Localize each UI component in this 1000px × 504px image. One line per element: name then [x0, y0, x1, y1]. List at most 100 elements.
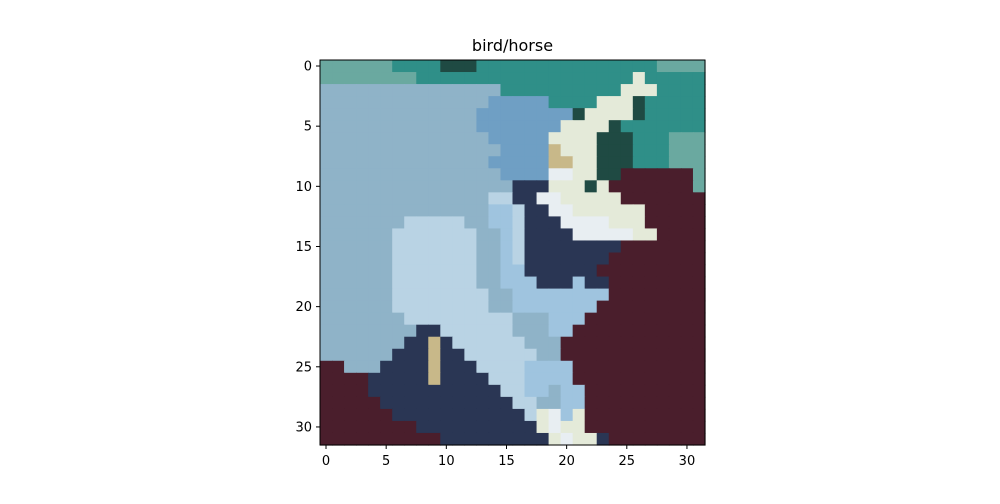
heatmap-cell [536, 72, 550, 85]
heatmap-cell [476, 144, 490, 157]
heatmap-cell [428, 288, 441, 302]
heatmap-cell [632, 360, 646, 374]
heatmap-cell [656, 144, 670, 157]
heatmap-cell [608, 168, 622, 181]
heatmap-cell [464, 276, 478, 290]
heatmap-cell [320, 336, 333, 350]
heatmap-cell [428, 120, 441, 133]
heatmap-cell [512, 408, 526, 422]
heatmap-cell [560, 156, 574, 169]
heatmap-cell [344, 372, 357, 386]
heatmap-cell [392, 156, 405, 169]
heatmap-cell [452, 216, 465, 230]
heatmap-cell [584, 348, 598, 362]
heatmap-cell [404, 144, 417, 157]
heatmap-cell [560, 108, 574, 121]
heatmap-cell [368, 204, 381, 218]
heatmap-cell [632, 180, 646, 193]
heatmap-cell [416, 288, 429, 302]
heatmap-cell [560, 300, 574, 314]
heatmap-cell [644, 396, 658, 410]
heatmap-cell [404, 216, 417, 230]
heatmap-cell [416, 252, 429, 266]
heatmap-cell [440, 312, 453, 326]
heatmap-cell [632, 72, 646, 85]
heatmap-cell [392, 300, 405, 314]
heatmap-cell [608, 420, 622, 434]
heatmap-cell [572, 360, 586, 374]
heatmap-cell [548, 240, 562, 254]
heatmap-cell [368, 120, 381, 133]
heatmap-cell [524, 156, 538, 169]
heatmap-cell [656, 372, 670, 386]
heatmap-cell [428, 432, 441, 446]
heatmap-cell [680, 144, 694, 157]
heatmap-cell [404, 324, 417, 338]
heatmap-cell [668, 168, 682, 181]
heatmap-cell [680, 276, 694, 290]
heatmap-cell [668, 144, 682, 157]
heatmap-cell [404, 288, 417, 302]
heatmap-cell [692, 300, 706, 314]
heatmap-cell [332, 204, 345, 218]
heatmap-cell [560, 408, 574, 422]
heatmap-cell [536, 144, 550, 157]
heatmap-cell [560, 348, 574, 362]
heatmap-cell [608, 108, 622, 121]
heatmap-cell [416, 432, 429, 446]
heatmap-cell [356, 324, 369, 338]
heatmap-cell [320, 324, 333, 338]
heatmap-cell [488, 336, 502, 350]
heatmap-cell [320, 144, 333, 157]
heatmap-cell [440, 204, 453, 218]
heatmap-cell [644, 264, 658, 278]
heatmap-cell [644, 312, 658, 326]
heatmap-cell [320, 252, 333, 266]
heatmap-cell [656, 228, 670, 242]
heatmap-cell [416, 276, 429, 290]
heatmap-cell [680, 420, 694, 434]
heatmap-cell [464, 348, 478, 362]
heatmap-cell [476, 372, 490, 386]
heatmap-cell [608, 120, 622, 133]
heatmap-cell [464, 96, 478, 109]
heatmap-cell [500, 408, 514, 422]
heatmap-cell [500, 264, 514, 278]
heatmap-cell [428, 384, 441, 398]
heatmap-cell [668, 120, 682, 133]
heatmap-cell [392, 264, 405, 278]
heatmap-cell [344, 120, 357, 133]
heatmap-cell [464, 84, 478, 97]
heatmap-cell [416, 120, 429, 133]
heatmap-cell [668, 276, 682, 290]
heatmap-cell [416, 228, 429, 242]
heatmap-cell [620, 60, 634, 73]
heatmap-cell [644, 216, 658, 230]
heatmap-cell [560, 228, 574, 242]
heatmap-cell [356, 300, 369, 314]
heatmap-cell [464, 228, 478, 242]
heatmap-cell [620, 360, 634, 374]
heatmap-cell [620, 264, 634, 278]
heatmap-cell [524, 168, 538, 181]
heatmap-cell [476, 180, 490, 193]
heatmap-cell [548, 216, 562, 230]
heatmap-cell [404, 168, 417, 181]
heatmap-cell [656, 168, 670, 181]
heatmap-cell [524, 408, 538, 422]
heatmap-cell [416, 324, 429, 338]
heatmap-cell [692, 60, 706, 73]
heatmap-cell [344, 180, 357, 193]
heatmap-cell [416, 156, 429, 169]
heatmap-cell [536, 156, 550, 169]
heatmap-cell [584, 372, 598, 386]
heatmap-cell [320, 204, 333, 218]
heatmap-cell [584, 60, 598, 73]
heatmap-cell [344, 204, 357, 218]
heatmap-cell [476, 432, 490, 446]
heatmap-cell [464, 336, 478, 350]
heatmap-cell [428, 204, 441, 218]
heatmap-cell [632, 216, 646, 230]
heatmap-cell [584, 396, 598, 410]
heatmap-cell [596, 156, 610, 169]
